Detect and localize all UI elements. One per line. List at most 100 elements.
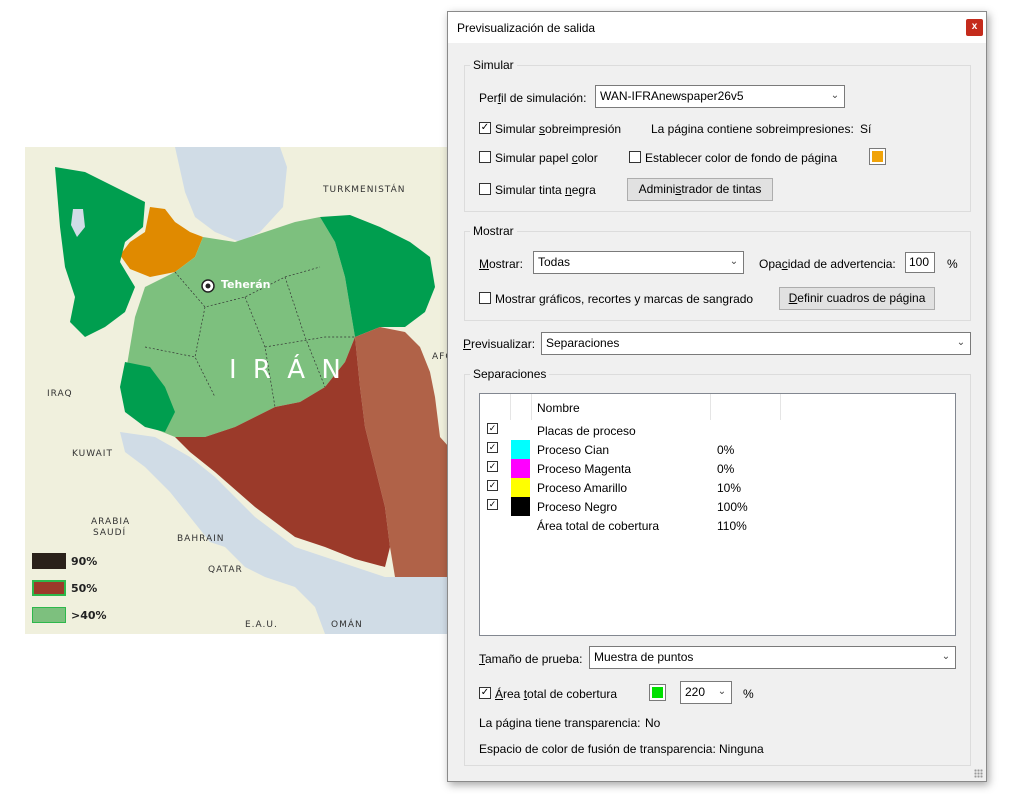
espacio-color-value: Ninguna [719,742,764,756]
previsualizar-select-value: Separaciones [546,336,620,350]
list-item[interactable]: ✓ Proceso Magenta 0% [480,459,955,478]
row-value: 110% [717,519,747,533]
mostrar-select-value: Todas [538,255,571,269]
list-item[interactable]: ✓ Proceso Amarillo 10% [480,478,955,497]
row-name: Proceso Cian [537,443,610,457]
tamano-prueba-value: Muestra de puntos [594,650,694,664]
fondo-color-label: Establecer color de fondo de página [645,151,838,165]
color-swatch-magenta [511,459,530,478]
chevron-down-icon: ⌄ [729,256,739,267]
tamano-prueba-select[interactable]: Muestra de puntos ⌄ [589,646,956,669]
output-preview-dialog: Previsualización de salida x Simular Per… [447,11,987,782]
row-name: Proceso Amarillo [537,481,628,495]
region-east-brown [355,327,449,577]
mostrar-group [464,231,971,321]
administrador-tintas-button[interactable]: Administrador de tintas [627,178,773,201]
label-saudi: SAUDÍ [93,528,127,538]
list-item[interactable]: ✓ Proceso Cian 0% [480,440,955,459]
area-value: 220 [685,685,706,699]
region-sw-green [120,362,175,432]
close-button[interactable]: x [966,19,983,36]
region-central-green [125,217,355,437]
legend-swatch-90 [32,553,66,569]
row-checkbox[interactable]: ✓ [487,480,498,491]
area-color-swatch[interactable] [649,684,666,701]
label-eau: E.A.U. [245,620,278,630]
label-teheran: Teherán [221,278,271,291]
row-value: 100% [717,500,748,514]
mostrar-group-label: Mostrar [470,224,517,238]
province-borders [144,266,355,408]
color-swatch-cyan [511,440,530,459]
row-checkbox[interactable]: ✓ [487,442,498,453]
lake-urmia [71,209,85,237]
row-checkbox[interactable]: ✓ [487,499,498,510]
opacidad-input[interactable]: 100 [905,252,935,273]
column-divider [510,394,511,420]
row-name: Proceso Negro [537,500,618,514]
perfil-label: Perfil de simulación: [479,91,587,105]
row-value: 0% [717,443,735,457]
title-bar[interactable]: Previsualización de salida x [448,12,986,43]
list-item[interactable]: Área total de cobertura 110% [480,516,955,535]
resize-grip[interactable] [974,769,983,778]
dialog-title: Previsualización de salida [457,21,596,35]
row-value: 0% [717,462,735,476]
area-color-fill [652,687,663,698]
list-item[interactable]: ✓ Proceso Negro 100% [480,497,955,516]
row-name: Proceso Magenta [537,462,632,476]
caspian-sea [175,147,287,242]
label-afg: AFG [432,352,449,362]
separaciones-group [464,374,971,766]
papel-color-label: Simular papel color [495,151,598,165]
label-iraq: IRAQ [47,389,73,399]
area-value-select[interactable]: 220 ⌄ [680,681,732,704]
list-item[interactable]: ✓ Placas de proceso [480,421,955,440]
perfil-select[interactable]: WAN-IFRAnewspaper26v5 ⌄ [595,85,845,108]
perfil-select-value: WAN-IFRAnewspaper26v5 [600,89,744,103]
tehran-marker-dot [205,283,211,289]
row-value: 10% [717,481,742,495]
previsualizar-select[interactable]: Separaciones ⌄ [541,332,971,355]
row-checkbox[interactable]: ✓ [487,423,498,434]
fondo-color-checkbox[interactable] [629,151,641,163]
tinta-negra-checkbox[interactable] [479,183,491,195]
chevron-down-icon: ⌄ [830,90,840,101]
simular-group [464,65,971,212]
label-turkmenistan: TURKMENISTÁN [323,185,406,195]
separaciones-group-label: Separaciones [470,367,550,381]
column-header-nombre[interactable]: Nombre [537,401,580,415]
separations-list[interactable]: Nombre ✓ Placas de proceso ✓ Proceso Cia… [479,393,956,636]
color-swatch-black [511,497,530,516]
legend-swatch-40 [32,607,66,623]
definir-cuadros-button[interactable]: Definir cuadros de página [779,287,935,310]
area-percent: % [743,687,754,701]
tinta-negra-label: Simular tinta negra [495,183,596,197]
chevron-down-icon: ⌄ [717,686,727,697]
papel-color-checkbox[interactable] [479,151,491,163]
chevron-down-icon: ⌄ [956,337,966,348]
sobreimpresion-checkbox[interactable]: ✓ [479,122,491,134]
mostrar-select[interactable]: Todas ⌄ [533,251,744,274]
region-ne-green [320,215,435,337]
espacio-color-label: Espacio de color de fusión de transparen… [479,742,716,756]
fondo-color-swatch[interactable] [869,148,886,165]
row-checkbox[interactable]: ✓ [487,461,498,472]
row-name: Placas de proceso [537,424,636,438]
graficos-checkbox[interactable] [479,292,491,304]
area-cobertura-checkbox[interactable]: ✓ [479,687,491,699]
map-image: TURKMENISTÁN Teherán I R Á N IRAQ KUWAIT… [25,147,449,634]
sobreimpresion-label: Simular sobreimpresión [495,122,622,136]
row-name: Área total de cobertura [537,519,660,533]
opacidad-label: Opacidad de advertencia: [759,257,896,271]
contiene-sobreimpresiones-label: La página contiene sobreimpresiones: [651,122,854,136]
legend-label-50: 50% [71,582,98,595]
opacidad-percent: % [947,257,958,271]
label-oman: OMÁN [331,620,363,630]
simular-group-label: Simular [470,58,517,72]
transparencia-label: La página tiene transparencia: [479,716,641,730]
column-divider [780,394,781,420]
persian-gulf [120,432,449,634]
label-qatar: QATAR [208,565,243,575]
previsualizar-label: Previsualizar: [463,337,536,351]
